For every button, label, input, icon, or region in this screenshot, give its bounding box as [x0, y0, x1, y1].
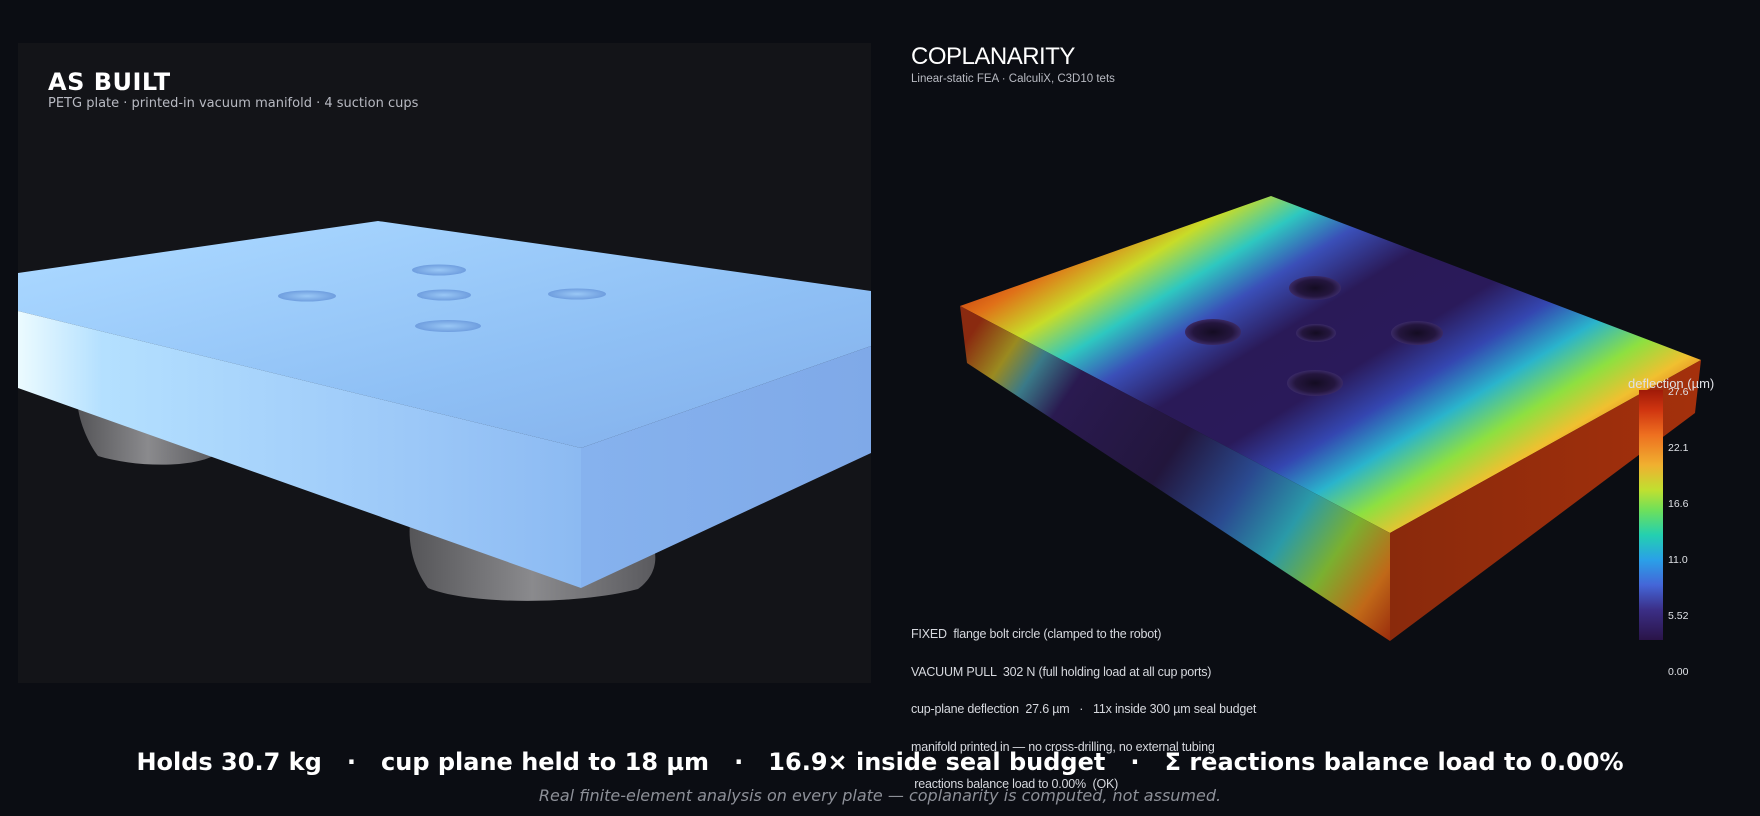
- cup-port-hole: [415, 320, 481, 332]
- headline-stats: Holds 30.7 kg · cup plane held to 18 µm …: [136, 748, 1624, 776]
- note-line: reactions balance load to 0.00% (OK): [911, 777, 1119, 791]
- fea-plate-side-face: [1390, 360, 1701, 641]
- deflection-colorbar: deflection (µm) 27.6 22.1 16.6 11.0 5.52…: [1628, 376, 1728, 678]
- fea-cup-port: [1185, 319, 1241, 345]
- colorbar-tick: 0.00: [1668, 666, 1689, 678]
- colorbar-tick: 5.52: [1668, 610, 1689, 622]
- fea-cup-port: [1296, 324, 1336, 342]
- panel-subtitle: PETG plate · printed-in vacuum manifold …: [48, 96, 419, 111]
- panel-title: COPLANARITY: [911, 43, 1075, 70]
- fea-plate-front-face: [960, 306, 1390, 641]
- colorbar-tick: 11.0: [1668, 554, 1688, 566]
- fea-deflection-render: [960, 196, 1701, 641]
- cup-port-hole: [417, 289, 471, 301]
- colorbar-title: deflection (µm): [1628, 376, 1715, 391]
- colorbar-tick: 22.1: [1668, 442, 1689, 454]
- plate-front-face: [18, 311, 581, 588]
- as-built-panel: AS BUILT PETG plate · printed-in vacuum …: [18, 43, 871, 683]
- cup-port-hole: [412, 264, 466, 276]
- panel-subtitle: Linear-static FEA · CalculiX, C3D10 tets: [911, 73, 1115, 85]
- colorbar-tick: 27.6: [1668, 386, 1689, 398]
- note-line: manifold printed in — no cross-drilling,…: [911, 739, 1215, 754]
- plate-top-face: [18, 221, 871, 448]
- fea-cup-port: [1289, 276, 1341, 300]
- cup-port-hole: [548, 288, 606, 300]
- tagline: Real finite-element analysis on every pl…: [538, 786, 1222, 805]
- fea-cup-port: [1391, 321, 1443, 345]
- note-line: cup-plane deflection 27.6 µm · 11x insid…: [911, 702, 1257, 716]
- note-line: FIXED flange bolt circle (clamped to the…: [911, 627, 1162, 641]
- coplanarity-panel: COPLANARITY Linear-static FEA · CalculiX…: [895, 43, 1735, 790]
- plate-side-face: [581, 346, 871, 588]
- colorbar-gradient: [1639, 390, 1663, 640]
- fea-cup-port: [1287, 370, 1343, 396]
- fea-summary-notes: FIXED flange bolt circle (clamped to the…: [911, 603, 1256, 816]
- cup-port-hole: [278, 290, 336, 302]
- fea-plate-top-face: [960, 196, 1701, 533]
- panel-title: AS BUILT: [48, 68, 171, 96]
- as-built-render: [18, 221, 871, 601]
- note-line: VACUUM PULL 302 N (full holding load at …: [911, 664, 1212, 679]
- colorbar-tick: 16.6: [1668, 498, 1689, 510]
